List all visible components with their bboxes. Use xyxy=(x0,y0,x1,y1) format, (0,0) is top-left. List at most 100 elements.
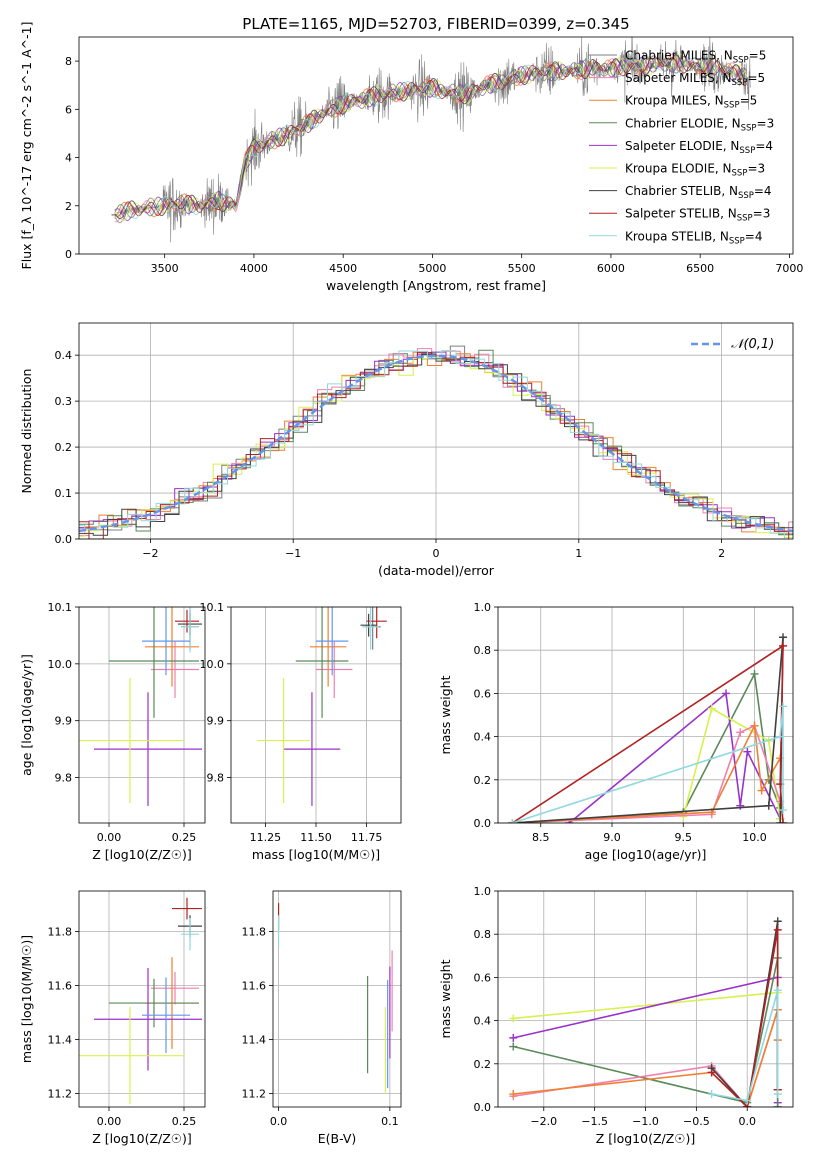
x-tick-label: 11.75 xyxy=(351,831,383,844)
y-tick-label: 0.0 xyxy=(474,817,492,830)
x-tick-label: 4500 xyxy=(329,262,357,275)
y-tick-label: 9.9 xyxy=(207,715,225,728)
axes-mass-vs-Z: 0.00 0.25 11.2 11.4 11.6 11.8 Z [log10(Z/Z☉)] m… xyxy=(19,890,206,1146)
y-axis-label: mass weight xyxy=(438,959,453,1038)
x-tick-label: −1.0 xyxy=(632,1115,659,1128)
x-tick-label: 7000 xyxy=(775,262,803,275)
axes-age-vs-Z: 0.00 0.25 9.8 9.9 10.0 10.1 Z [log10(Z/Z☉)] age… xyxy=(19,601,206,862)
y-tick-label: 0.4 xyxy=(474,1015,492,1028)
error-bar-point xyxy=(181,918,199,951)
x-tick-label: 5500 xyxy=(508,262,536,275)
y-tick-label: 9.9 xyxy=(55,715,73,728)
error-bar-point xyxy=(257,678,310,804)
y-tick-label: 11.2 xyxy=(48,1088,73,1101)
error-bar-point xyxy=(175,609,199,633)
legend-label: Chabrier MILES, NSSP=5 xyxy=(625,49,766,66)
error-bar-point xyxy=(142,607,190,676)
plot-area xyxy=(79,37,793,254)
point-marker xyxy=(779,702,788,711)
x-tick-label: 0.00 xyxy=(97,831,122,844)
y-tick-label: 10.1 xyxy=(200,601,225,614)
y-tick-label: 0 xyxy=(65,248,72,261)
point-marker xyxy=(508,819,517,823)
point-marker xyxy=(509,1042,518,1051)
x-tick-label: −1 xyxy=(285,547,301,560)
x-axis-label: mass [log10(M/M☉)] xyxy=(252,847,380,862)
x-axis-label: (data-model)/error xyxy=(378,563,495,578)
x-tick-label: 0.0 xyxy=(270,1115,288,1128)
x-tick-label: −2 xyxy=(142,547,158,560)
y-tick-label: 8 xyxy=(65,55,72,68)
gaussian-reference-line xyxy=(79,354,793,533)
error-bar-point xyxy=(283,692,341,806)
error-bar-point xyxy=(142,977,190,1053)
x-tick-label: 0.25 xyxy=(172,831,197,844)
y-tick-label: 0.4 xyxy=(55,349,73,362)
y-tick-label: 0.2 xyxy=(55,441,73,454)
x-tick-label: 0.00 xyxy=(97,1115,122,1128)
error-bar-point xyxy=(295,607,349,718)
y-tick-label: 0.0 xyxy=(55,533,73,546)
y-tick-label: 0.6 xyxy=(474,971,492,984)
y-tick-label: 10.0 xyxy=(48,658,73,671)
x-tick-label: 0 xyxy=(433,547,440,560)
point-marker xyxy=(707,704,716,713)
point-marker xyxy=(509,1090,518,1099)
plot-data xyxy=(257,607,387,806)
x-tick-label: −1.5 xyxy=(581,1115,608,1128)
x-axis-label: Z [log10(Z/Z☉)] xyxy=(92,847,192,862)
y-tick-label: 0.2 xyxy=(474,774,492,787)
point-marker xyxy=(773,1103,782,1107)
mass-weight-line xyxy=(512,706,784,823)
mass-weight-line xyxy=(711,990,779,1102)
legend-label: Chabrier ELODIE, NSSP=3 xyxy=(625,116,774,133)
error-bar-point xyxy=(79,1007,184,1105)
axes-frame xyxy=(272,890,402,1108)
y-axis-label: Normed distribution xyxy=(19,369,34,494)
y-axis-label: Flux [f_λ 10^-17 erg cm^-2 s^-1 A^-1] xyxy=(19,22,34,270)
axes-frame xyxy=(78,36,794,255)
error-bar-point xyxy=(94,967,202,1071)
point-marker xyxy=(773,986,782,995)
axes-frame xyxy=(497,606,794,824)
histogram-step xyxy=(79,348,793,536)
y-tick-label: 11.2 xyxy=(242,1088,267,1101)
axes-spectrum: 3500 4000 4500 5000 5500 6000 6500 7000 0 2 4 6 8 wav… xyxy=(19,22,803,293)
point-marker xyxy=(743,1096,752,1105)
figure-title: PLATE=1165, MJD=52703, FIBERID=0399, z=0… xyxy=(242,15,629,33)
error-bar-point xyxy=(151,972,199,1005)
y-tick-label: 11.4 xyxy=(48,1034,73,1047)
y-tick-label: 0.4 xyxy=(474,731,492,744)
x-tick-label: 0.0 xyxy=(738,1115,756,1128)
y-tick-label: 0.8 xyxy=(474,928,492,941)
legend-label: Salpeter STELIB, NSSP=3 xyxy=(625,207,770,224)
x-axis-label: Z [log10(Z/Z☉)] xyxy=(596,1131,696,1146)
point-marker xyxy=(750,721,759,730)
y-tick-label: 1.0 xyxy=(474,601,492,614)
x-tick-label: 6000 xyxy=(597,262,625,275)
error-bar-point xyxy=(362,607,379,650)
error-bar-point xyxy=(181,607,199,653)
x-axis-label: age [log10(age/yr)] xyxy=(585,847,707,862)
y-tick-label: 11.6 xyxy=(48,980,73,993)
x-axis-label: E(B-V) xyxy=(318,1131,357,1146)
point-marker xyxy=(707,1090,716,1099)
plot-data xyxy=(508,633,788,823)
error-bar-point xyxy=(109,607,199,718)
y-tick-label: 6 xyxy=(65,103,72,116)
x-tick-label: 9.5 xyxy=(675,831,693,844)
x-tick-label: −2.0 xyxy=(530,1115,557,1128)
point-marker xyxy=(757,786,766,795)
x-tick-label: 1 xyxy=(575,547,582,560)
plot-area xyxy=(498,607,793,823)
error-bar-point xyxy=(94,692,202,806)
x-tick-label: 11.25 xyxy=(250,831,282,844)
plot-area xyxy=(79,891,205,1107)
plot-area xyxy=(79,607,205,823)
point-marker xyxy=(736,728,745,737)
point-marker xyxy=(509,1014,518,1023)
x-axis-label: Z [log10(Z/Z☉)] xyxy=(92,1131,192,1146)
y-tick-label: 10.1 xyxy=(48,601,73,614)
plot-area xyxy=(273,891,401,1107)
